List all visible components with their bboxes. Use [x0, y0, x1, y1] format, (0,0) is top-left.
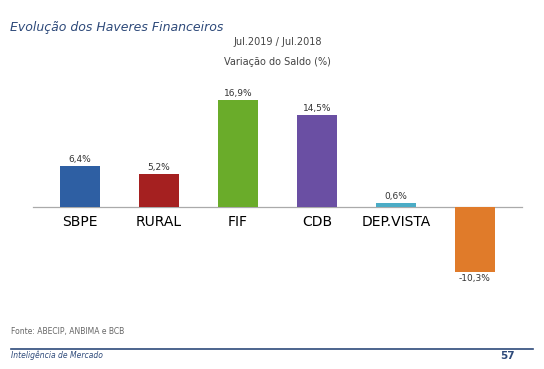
Text: Variação do Saldo (%): Variação do Saldo (%)	[224, 57, 331, 67]
Text: 57: 57	[500, 351, 515, 361]
Text: Evolução dos Haveres Financeiros: Evolução dos Haveres Financeiros	[10, 21, 223, 34]
Bar	[297, 115, 337, 207]
Text: 16,9%: 16,9%	[224, 89, 252, 97]
Text: -10,3%: -10,3%	[459, 274, 491, 283]
Text: Fonte: ABECIP, ANBIMA e BCB: Fonte: ABECIP, ANBIMA e BCB	[11, 327, 124, 335]
Text: 6,4%: 6,4%	[69, 155, 91, 164]
Text: 5,2%: 5,2%	[147, 162, 170, 172]
Bar	[218, 100, 258, 207]
Text: 14,5%: 14,5%	[302, 104, 331, 113]
Text: 0,6%: 0,6%	[385, 192, 407, 201]
Text: Jul.2019 / Jul.2018: Jul.2019 / Jul.2018	[233, 37, 322, 47]
Text: Inteligência de Mercado: Inteligência de Mercado	[11, 351, 103, 360]
Bar	[455, 207, 494, 272]
Bar	[60, 166, 100, 207]
Bar	[139, 174, 179, 207]
Bar	[376, 203, 416, 207]
